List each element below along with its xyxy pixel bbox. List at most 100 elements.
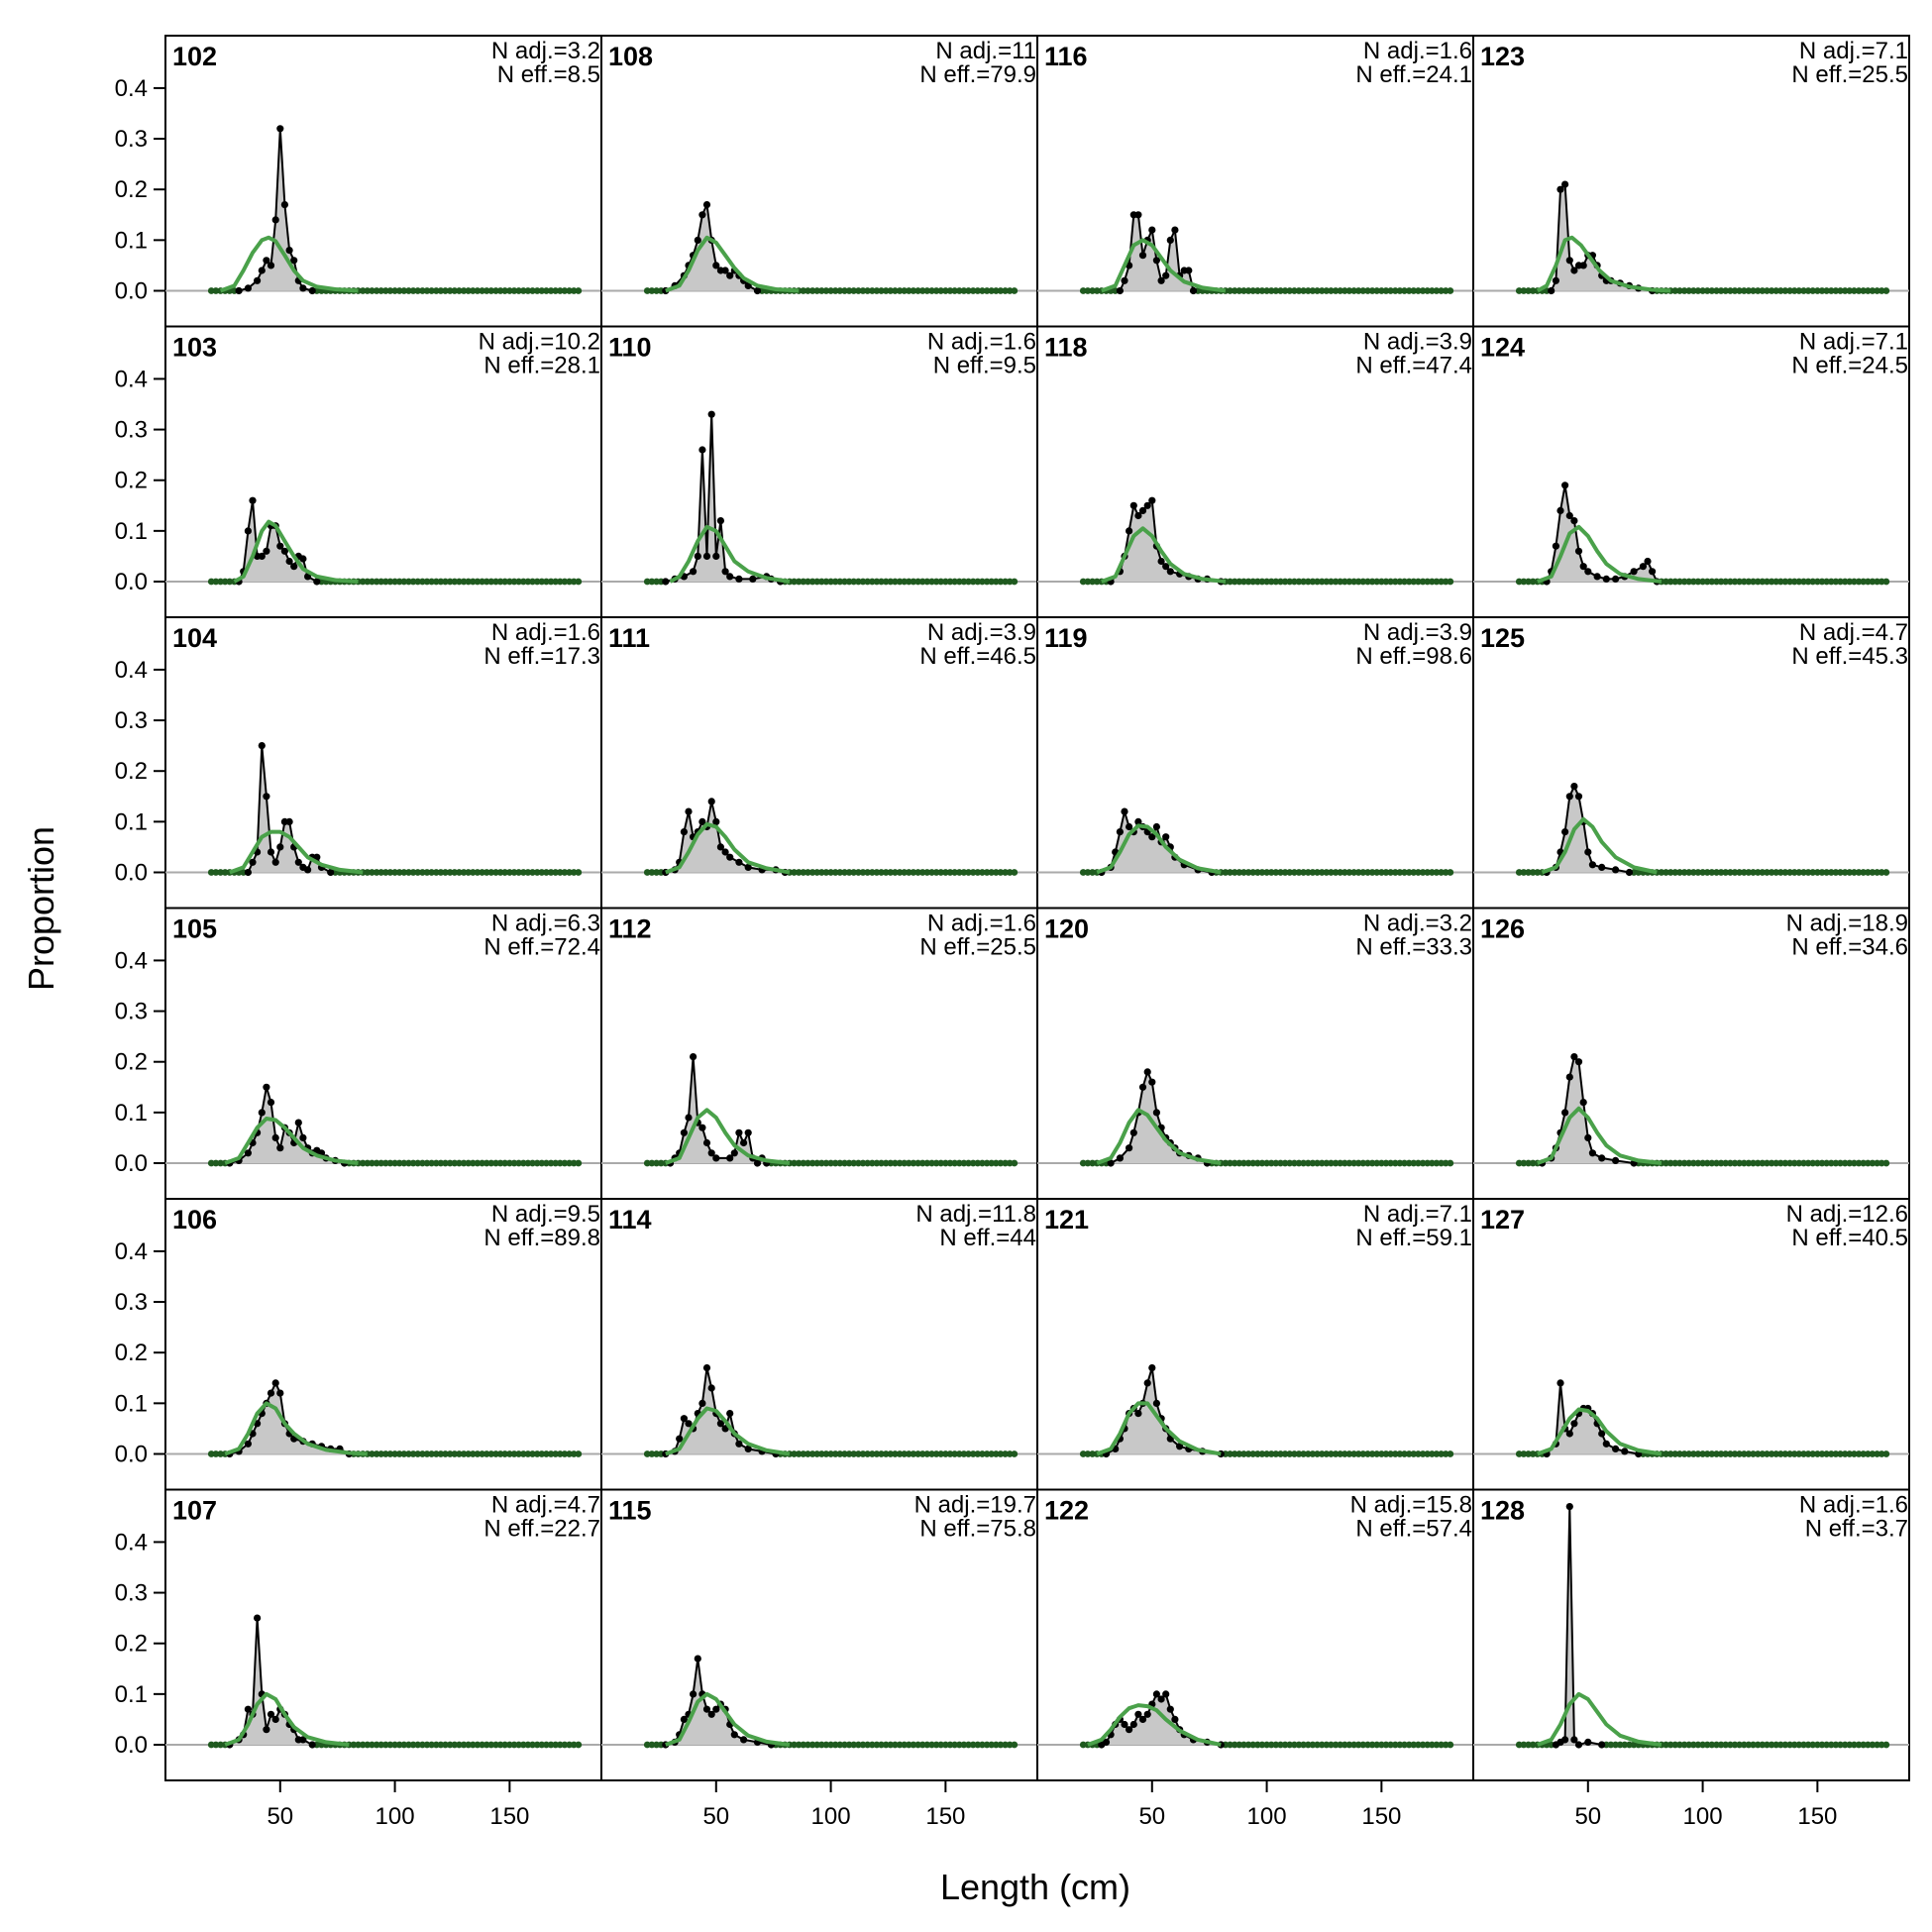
zero-point bbox=[1823, 869, 1830, 876]
zero-point bbox=[1676, 1159, 1683, 1167]
panel-114: 114 N adj.=11.8N eff.=44 bbox=[600, 1198, 1038, 1491]
zero-point bbox=[1300, 1450, 1307, 1457]
observed-point bbox=[1579, 1099, 1587, 1107]
zero-point bbox=[1663, 869, 1669, 876]
n-eff-label: N eff.=25.5 bbox=[919, 934, 1036, 961]
zero-point bbox=[1011, 1159, 1019, 1167]
panel-label: 102 bbox=[172, 42, 217, 71]
zero-point bbox=[1837, 578, 1844, 586]
zero-point bbox=[1750, 869, 1757, 876]
zero-point bbox=[1328, 869, 1335, 876]
observed-point bbox=[1134, 817, 1142, 826]
zero-point bbox=[428, 1450, 435, 1457]
zero-point bbox=[1300, 1741, 1307, 1749]
observed-point bbox=[1561, 1736, 1569, 1744]
observed-point bbox=[1565, 1073, 1573, 1081]
zero-point bbox=[822, 1450, 830, 1457]
panel-118: 118 N adj.=3.9N eff.=47.4 bbox=[1036, 325, 1474, 618]
n-adj-label: N adj.=12.6 bbox=[1786, 1201, 1908, 1228]
zero-point bbox=[474, 1159, 482, 1167]
zero-point bbox=[1328, 1450, 1335, 1457]
observed-point bbox=[712, 1154, 720, 1162]
observed-point bbox=[1561, 180, 1569, 188]
zero-point bbox=[1764, 869, 1771, 876]
n-adj-label: N adj.=3.2 bbox=[1363, 911, 1472, 937]
y-tick-label: 0.2 bbox=[115, 176, 148, 203]
zero-point bbox=[1764, 1741, 1771, 1749]
zero-point bbox=[1433, 1450, 1441, 1457]
zero-point bbox=[456, 1741, 463, 1749]
observed-point bbox=[1176, 1443, 1184, 1450]
observed-point bbox=[1138, 1715, 1147, 1723]
zero-point bbox=[1694, 1159, 1702, 1167]
expected-curve bbox=[1536, 235, 1671, 293]
panel-label: 105 bbox=[172, 914, 217, 944]
y-tick-label: 0.4 bbox=[115, 366, 148, 392]
n-eff-label: N eff.=98.6 bbox=[1355, 643, 1472, 670]
zero-point bbox=[997, 1450, 1005, 1457]
observed-point bbox=[1166, 236, 1174, 244]
n-eff-label: N eff.=34.6 bbox=[1791, 934, 1908, 961]
zero-point bbox=[1084, 869, 1092, 876]
zero-point bbox=[1708, 869, 1716, 876]
observed-point bbox=[685, 1114, 693, 1122]
zero-point bbox=[575, 287, 583, 294]
zero-point bbox=[805, 1159, 811, 1167]
zero-point bbox=[951, 869, 958, 876]
observed-point bbox=[676, 1435, 684, 1443]
zero-point bbox=[1433, 287, 1441, 294]
observed-point bbox=[271, 1379, 279, 1387]
zero-point bbox=[386, 1159, 394, 1167]
panel-label: 118 bbox=[1044, 333, 1088, 363]
zero-point bbox=[1795, 1450, 1803, 1457]
zero-point bbox=[1387, 1159, 1394, 1167]
observed-point bbox=[698, 211, 706, 219]
zero-point bbox=[1373, 1159, 1381, 1167]
observed-point bbox=[1561, 482, 1569, 489]
observed-point bbox=[707, 410, 715, 418]
zero-point bbox=[937, 869, 945, 876]
observed-point bbox=[707, 798, 715, 805]
zero-point bbox=[487, 578, 495, 586]
zero-point bbox=[1286, 1159, 1294, 1167]
zero-point bbox=[1676, 1741, 1683, 1749]
observed-point bbox=[313, 578, 321, 586]
zero-point bbox=[1373, 287, 1381, 294]
observed-fill bbox=[248, 745, 331, 873]
panel-frame bbox=[1472, 1488, 1910, 1781]
observed-point bbox=[1157, 1695, 1165, 1703]
zero-point bbox=[1795, 287, 1803, 294]
observed-point bbox=[290, 257, 298, 265]
zero-point bbox=[369, 1741, 376, 1749]
zero-point bbox=[501, 1450, 509, 1457]
zero-point bbox=[1286, 578, 1294, 586]
zero-point bbox=[791, 1741, 798, 1749]
panel-label: 104 bbox=[172, 623, 217, 653]
zero-point bbox=[1240, 1741, 1247, 1749]
zero-point bbox=[1708, 287, 1716, 294]
zero-point bbox=[805, 1450, 811, 1457]
observed-point bbox=[726, 853, 734, 861]
n-adj-label: N adj.=3.9 bbox=[1363, 329, 1472, 356]
observed-point bbox=[1152, 1109, 1160, 1117]
zero-point bbox=[1272, 578, 1280, 586]
zero-point bbox=[1286, 869, 1294, 876]
observed-point bbox=[685, 1420, 693, 1428]
observed-point bbox=[1570, 783, 1578, 791]
n-adj-label: N adj.=9.5 bbox=[491, 1201, 600, 1228]
zero-point bbox=[428, 1741, 435, 1749]
panel-label: 126 bbox=[1480, 914, 1525, 944]
observed-point bbox=[1565, 1503, 1573, 1511]
panel-label: 115 bbox=[608, 1496, 652, 1526]
zero-point bbox=[515, 869, 522, 876]
zero-point bbox=[456, 1450, 463, 1457]
n-adj-label: N adj.=6.3 bbox=[491, 911, 600, 937]
observed-point bbox=[1612, 575, 1620, 584]
zero-point bbox=[442, 869, 449, 876]
n-eff-label: N eff.=25.5 bbox=[1791, 61, 1908, 88]
zero-point bbox=[1240, 578, 1247, 586]
observed-point bbox=[1630, 568, 1638, 576]
panel-119: 119 N adj.=3.9N eff.=98.6 bbox=[1036, 616, 1474, 910]
zero-point bbox=[1851, 1450, 1858, 1457]
observed-point bbox=[285, 817, 293, 826]
